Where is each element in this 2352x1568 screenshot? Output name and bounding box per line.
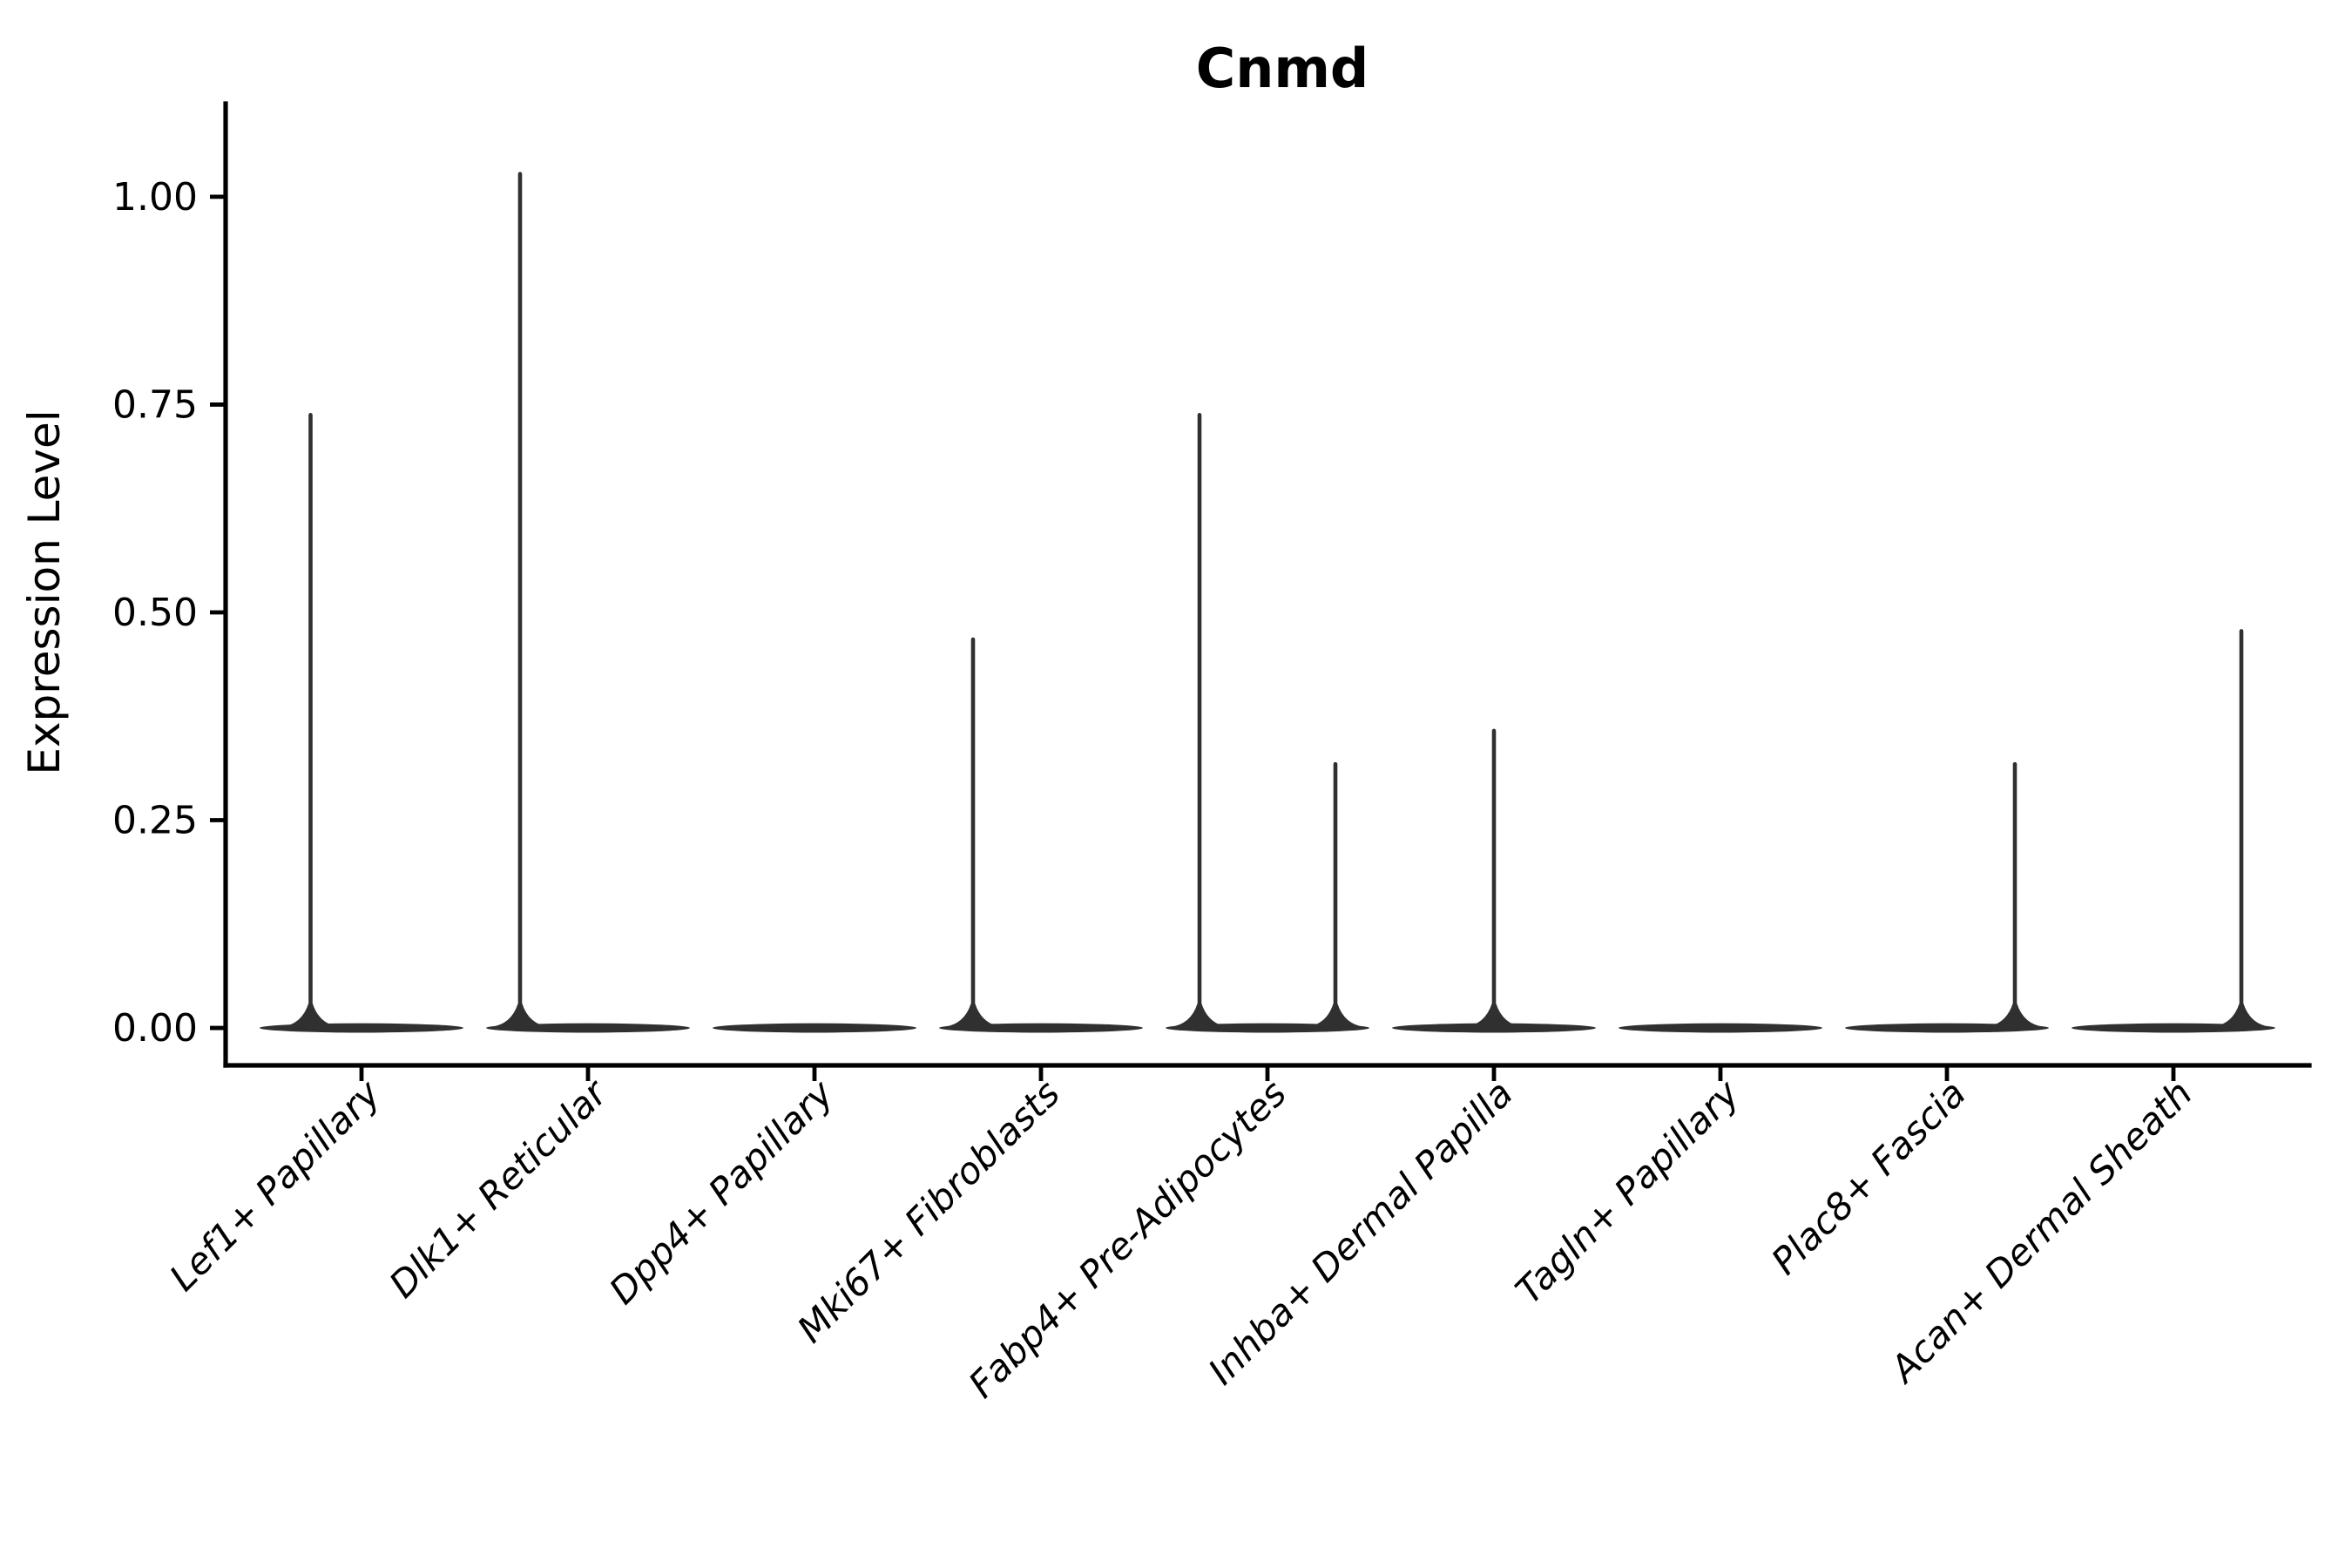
- violin-base: [1392, 1023, 1596, 1033]
- plot-title: Cnmd: [1196, 37, 1369, 100]
- y-tick-label: 0.00: [112, 1006, 198, 1051]
- violin-base: [1619, 1023, 1822, 1033]
- y-tick-label: 0.75: [112, 382, 198, 427]
- violin-base: [260, 1023, 463, 1033]
- axes-layer: 0.00 0.25 0.50 0.75 1.00 Lef1+ PapillaryDlk1+…: [112, 101, 2312, 1406]
- y-tick-label: 0.50: [112, 591, 198, 635]
- violin-base: [713, 1023, 916, 1033]
- x-category-label: Dpp4+ Papillary: [601, 1071, 842, 1313]
- x-category-label: Tagln+ Papillary: [1507, 1071, 1748, 1313]
- y-tick-label: 0.25: [112, 799, 198, 843]
- y-axis-title: Expression Level: [19, 409, 70, 774]
- y-tick-label: 1.00: [112, 175, 198, 220]
- x-category-label: Dlk1+ Reticular: [381, 1070, 617, 1306]
- x-category-label: Plac8+ Fascia: [1763, 1071, 1974, 1282]
- x-category-label: Lef1+ Papillary: [161, 1071, 389, 1300]
- violins-layer: [260, 172, 2275, 1033]
